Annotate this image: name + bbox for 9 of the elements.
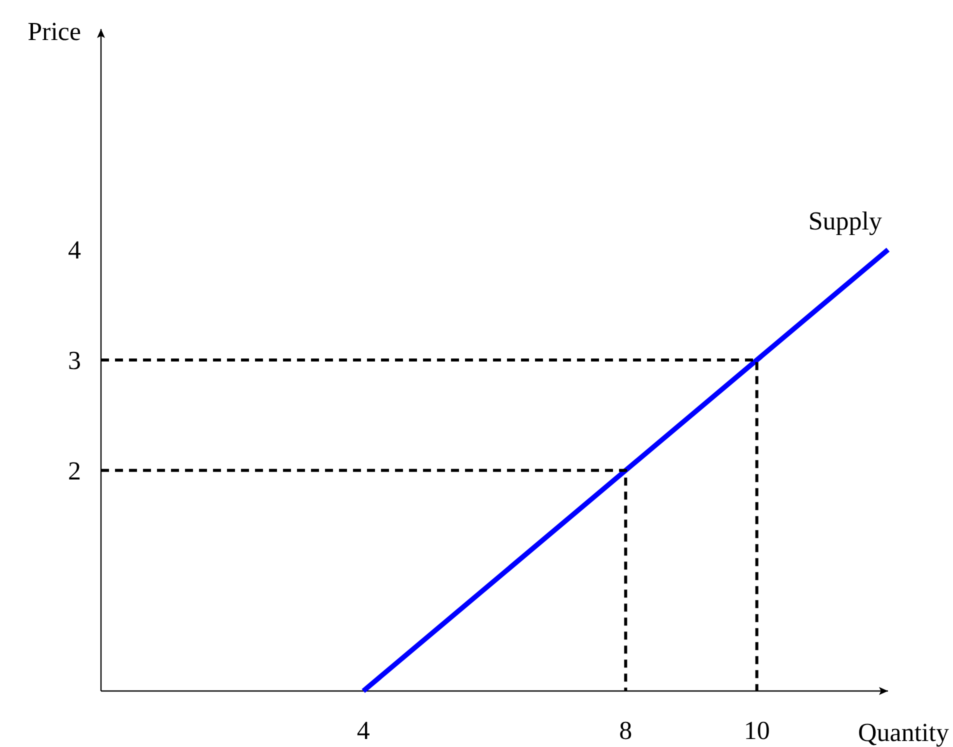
y-tick-label: 3 [68,346,81,375]
x-axis-title: Quantity [858,718,949,747]
x-tick-label: 10 [744,716,770,745]
y-tick-label: 4 [68,236,81,265]
x-tick-label: 8 [619,716,632,745]
y-tick-label: 2 [68,456,81,486]
series-label: Supply [808,206,882,236]
x-tick-label: 4 [356,716,370,745]
y-axis-title: Price [28,17,81,46]
